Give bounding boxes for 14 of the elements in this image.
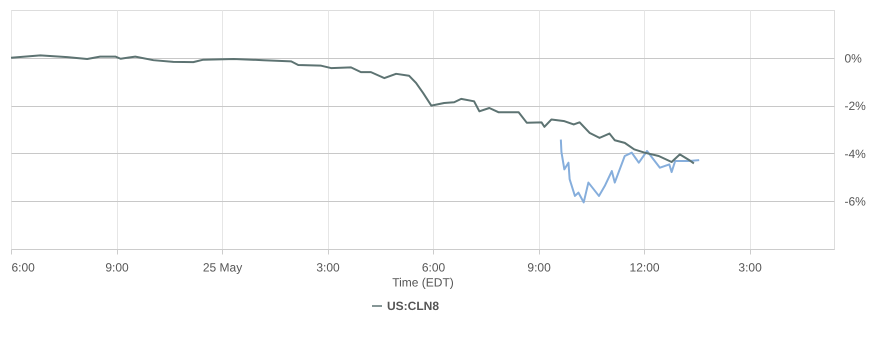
- x-tick-label: 9:00: [527, 260, 552, 274]
- y-tick-label: 0%: [844, 51, 862, 66]
- x-tick-label: 3:00: [738, 260, 762, 274]
- y-tick-label: -6%: [844, 194, 866, 209]
- x-tick-label: 9:00: [105, 260, 130, 274]
- x-tick-label: 6:00: [12, 260, 36, 274]
- x-axis-title: Time (EDT): [392, 276, 454, 290]
- x-tick-label: 3:00: [316, 260, 340, 274]
- x-tick-label: 12:00: [630, 260, 660, 274]
- legend-label: US:CLN8: [387, 299, 440, 313]
- x-tick-label: 6:00: [422, 260, 446, 274]
- y-tick-label: -2%: [844, 99, 866, 114]
- y-tick-label: -4%: [844, 146, 866, 161]
- x-tick-label: 25 May: [202, 260, 242, 274]
